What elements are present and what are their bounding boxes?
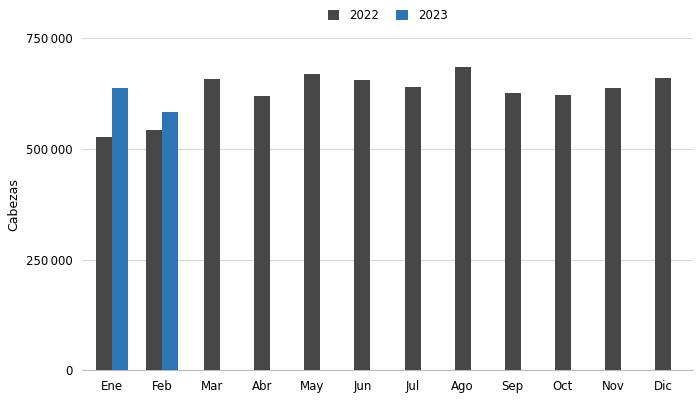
Bar — [162, 112, 178, 370]
Bar — [146, 130, 162, 370]
Bar — [204, 79, 220, 370]
Bar — [254, 96, 270, 370]
Bar — [96, 137, 112, 370]
Y-axis label: Cabezas: Cabezas — [7, 178, 20, 231]
Bar — [354, 80, 370, 370]
Bar — [605, 88, 621, 370]
Legend: 2022, 2023: 2022, 2023 — [323, 4, 452, 26]
Bar — [304, 74, 321, 370]
Bar — [555, 95, 570, 370]
Bar — [505, 92, 521, 370]
Bar — [655, 78, 671, 370]
Bar — [112, 88, 128, 370]
Bar — [405, 87, 421, 370]
Bar — [454, 67, 470, 370]
